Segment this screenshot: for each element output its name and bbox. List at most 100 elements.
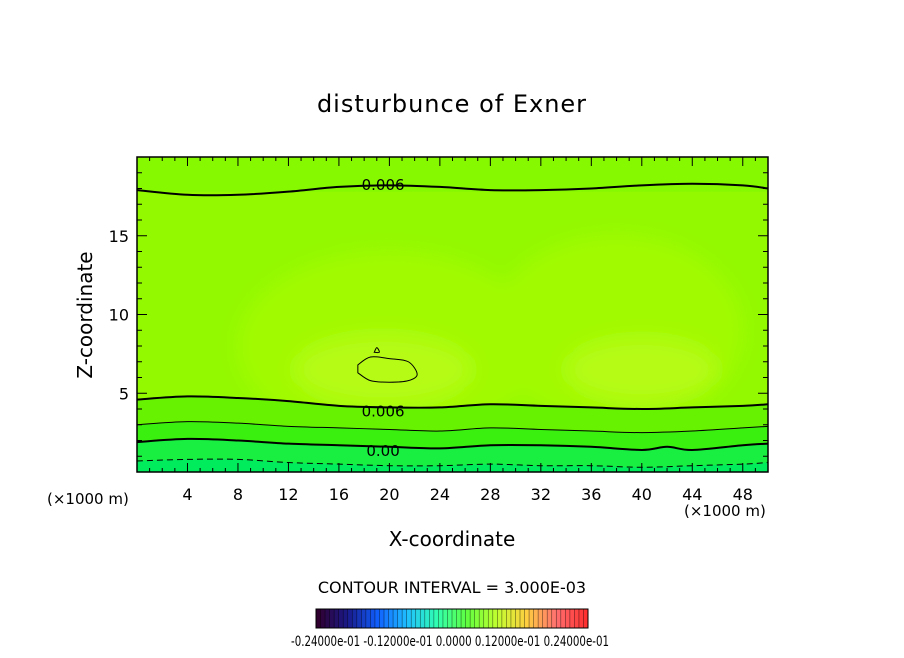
colorbar-cell xyxy=(452,609,458,628)
colorbar-cell xyxy=(479,609,485,628)
contour-label: 0.006 xyxy=(362,403,405,421)
colorbar-cell xyxy=(456,609,462,628)
colorbar-cell xyxy=(547,609,553,628)
colorbar-cell xyxy=(560,609,566,628)
colorbar-cell xyxy=(370,609,376,628)
colorbar-cell xyxy=(569,609,575,628)
contour-line xyxy=(137,395,768,411)
band-blobs xyxy=(237,235,743,441)
contour-line xyxy=(137,458,768,468)
colorbar-cell xyxy=(574,609,580,628)
colorbar-cell xyxy=(483,609,489,628)
x-tick-label: 40 xyxy=(632,485,652,504)
colorbar-cell xyxy=(411,609,417,628)
colorbar-cell xyxy=(506,609,512,628)
colorbar-cell xyxy=(497,609,503,628)
colorbar-cell xyxy=(529,609,535,628)
x-tick-label: 24 xyxy=(430,485,450,504)
colorbar-cell xyxy=(352,609,358,628)
closed-contour xyxy=(373,347,380,354)
colorbar-cell xyxy=(338,609,344,628)
colorbar-cell xyxy=(488,609,494,628)
colorbar-cell xyxy=(515,609,521,628)
colorbar-cell xyxy=(510,609,516,628)
colorbar-cell xyxy=(397,609,403,628)
colorbar-cell xyxy=(447,609,453,628)
contour-line xyxy=(137,421,768,434)
band-core-region xyxy=(294,334,472,405)
colorbar-cell xyxy=(524,609,530,628)
colorbar-cell xyxy=(379,609,385,628)
colorbar-cell xyxy=(492,609,498,628)
closed-contour xyxy=(357,356,418,383)
x-tick-label: 12 xyxy=(278,485,298,504)
colorbar-cell xyxy=(470,609,476,628)
colorbar-cell xyxy=(461,609,467,628)
colorbar-cell xyxy=(583,609,589,628)
band-core-region xyxy=(566,338,718,402)
x-unit-right: (×1000 m) xyxy=(684,502,766,520)
colorbar-cell xyxy=(402,609,408,628)
colorbar-cell xyxy=(334,609,340,628)
colorbar-frame xyxy=(315,608,589,629)
colorbar-cell xyxy=(374,609,380,628)
colorbar-cell xyxy=(474,609,480,628)
x-tick-label: 28 xyxy=(480,485,500,504)
y-axis-ticks: 5 10 15 xyxy=(109,172,768,457)
colorbar-cell xyxy=(420,609,426,628)
colorbar-cell xyxy=(442,609,448,628)
colorbar-cell xyxy=(316,609,322,628)
x-tick-label: 44 xyxy=(682,485,702,504)
colorbar-cell xyxy=(578,609,584,628)
contour-label: 0.006 xyxy=(362,176,405,194)
colorbar-cell xyxy=(361,609,367,628)
contour-label-text: 0.00 xyxy=(366,442,399,460)
colorbar-cell xyxy=(406,609,412,628)
x-tick-label: 32 xyxy=(531,485,551,504)
contour-interval-text: CONTOUR INTERVAL = 3.000E-03 xyxy=(318,578,586,597)
colorbar-cell xyxy=(384,609,390,628)
colorbar-cell xyxy=(533,609,539,628)
x-tick-label: 16 xyxy=(329,485,349,504)
contour-label-text: 0.006 xyxy=(362,403,405,421)
colorbar-cell xyxy=(325,609,331,628)
colorbar-cell xyxy=(388,609,394,628)
colorbar-cell xyxy=(365,609,371,628)
contour-label: 0.00 xyxy=(366,442,399,460)
x-tick-label: 48 xyxy=(733,485,753,504)
colorbar-cell xyxy=(356,609,362,628)
contour-line xyxy=(137,437,768,451)
shaded-field xyxy=(137,157,768,472)
y-tick-label: 15 xyxy=(109,227,129,246)
x-unit-left: (×1000 m) xyxy=(47,490,129,508)
colorbar xyxy=(315,608,589,629)
contour-label-text: 0.006 xyxy=(362,176,405,194)
x-tick-label: 20 xyxy=(379,485,399,504)
colorbar-cell xyxy=(393,609,399,628)
colorbar-cell xyxy=(538,609,544,628)
colorbar-cell xyxy=(438,609,444,628)
colorbar-cell xyxy=(556,609,562,628)
colorbar-labels: -0.24000e-01 -0.12000e-01 0.0000 0.12000… xyxy=(291,634,609,650)
colorbar-cell xyxy=(320,609,326,628)
colorbar-cell xyxy=(329,609,335,628)
colorbar-cell xyxy=(415,609,421,628)
contour-line xyxy=(137,182,768,197)
x-axis-ticks: 4 8 12 16 20 24 28 32 36 40 44 48 xyxy=(149,157,756,504)
colorbar-cell xyxy=(465,609,471,628)
x-tick-label: 8 xyxy=(233,485,243,504)
colorbar-cell xyxy=(520,609,526,628)
x-tick-label: 36 xyxy=(581,485,601,504)
y-tick-label: 10 xyxy=(109,306,129,325)
colorbar-cell xyxy=(433,609,439,628)
colorbar-cell xyxy=(551,609,557,628)
colorbar-cell xyxy=(542,609,548,628)
chart-title: disturbunce of Exner xyxy=(317,90,587,118)
x-tick-label: 4 xyxy=(182,485,192,504)
contour-lines xyxy=(137,182,768,468)
colorbar-cell xyxy=(429,609,435,628)
contour-label-group: 0.006 0.006 0.00 xyxy=(362,176,405,460)
